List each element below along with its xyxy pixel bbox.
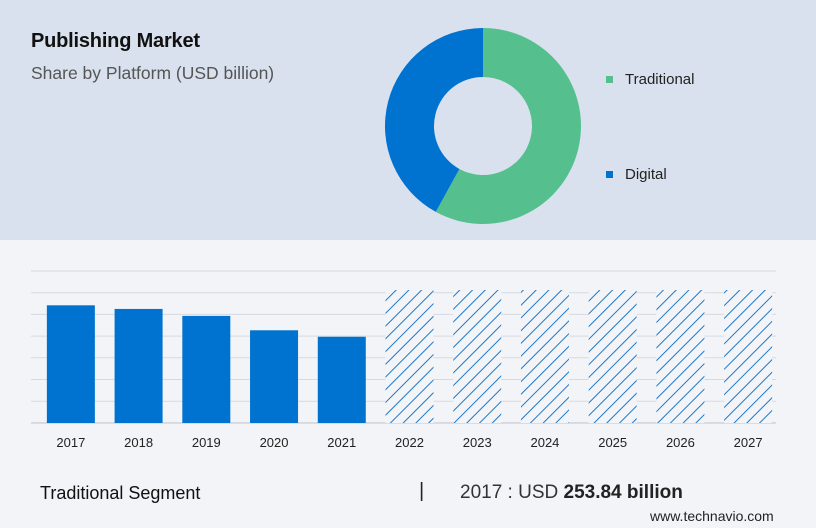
bar-2019 [182, 315, 231, 423]
bar-2018 [114, 308, 163, 423]
chart-subtitle: Share by Platform (USD billion) [31, 63, 275, 83]
footer-separator: | [419, 480, 425, 502]
forecast-bar-2027 [724, 290, 773, 423]
forecast-bar-2022 [385, 290, 434, 423]
donut-slice-digital [385, 28, 483, 212]
legend-item-digital: Digital [606, 166, 667, 183]
legend-label-traditional: Traditional [625, 71, 695, 88]
footer-segment-label: Traditional Segment [40, 483, 201, 503]
x-tick-label: 2019 [192, 435, 221, 450]
chart-title: Publishing Market [31, 30, 200, 52]
x-tick-label: 2026 [666, 435, 695, 450]
legend-item-traditional: Traditional [606, 71, 694, 88]
forecast-bar-2024 [520, 290, 569, 423]
donut-slice-traditional [435, 28, 581, 224]
x-tick-label: 2018 [124, 435, 153, 450]
x-tick-label: 2020 [260, 435, 289, 450]
legend-label-digital: Digital [625, 166, 667, 183]
x-tick-label: 2023 [463, 435, 492, 450]
footer-value: 2017 : USD 253.84 billion [460, 482, 683, 504]
bar-chart: 2017 2018 2019 2020 2021 2022 2023 2024 2025 2026… [31, 270, 776, 450]
forecast-bar-2025 [588, 290, 637, 423]
x-tick-label: 2021 [327, 435, 356, 450]
bar-2021 [317, 336, 366, 423]
brand-url: www.technavio.com [650, 508, 774, 524]
footer-value-amount: 253.84 billion [563, 482, 683, 503]
x-tick-label: 2022 [395, 435, 424, 450]
x-tick-label: 2025 [598, 435, 627, 450]
x-tick-label: 2027 [734, 435, 763, 450]
legend-swatch-digital [606, 171, 613, 178]
footer-value-prefix: 2017 : USD [460, 482, 559, 503]
donut-chart [385, 28, 581, 224]
forecast-bar-2026 [656, 290, 705, 423]
x-tick-label: 2017 [56, 435, 85, 450]
legend-swatch-traditional [606, 76, 613, 83]
forecast-bar-2023 [453, 290, 502, 423]
bar-2020 [250, 330, 299, 423]
bar-2017 [46, 305, 95, 423]
x-tick-label: 2024 [530, 435, 559, 450]
